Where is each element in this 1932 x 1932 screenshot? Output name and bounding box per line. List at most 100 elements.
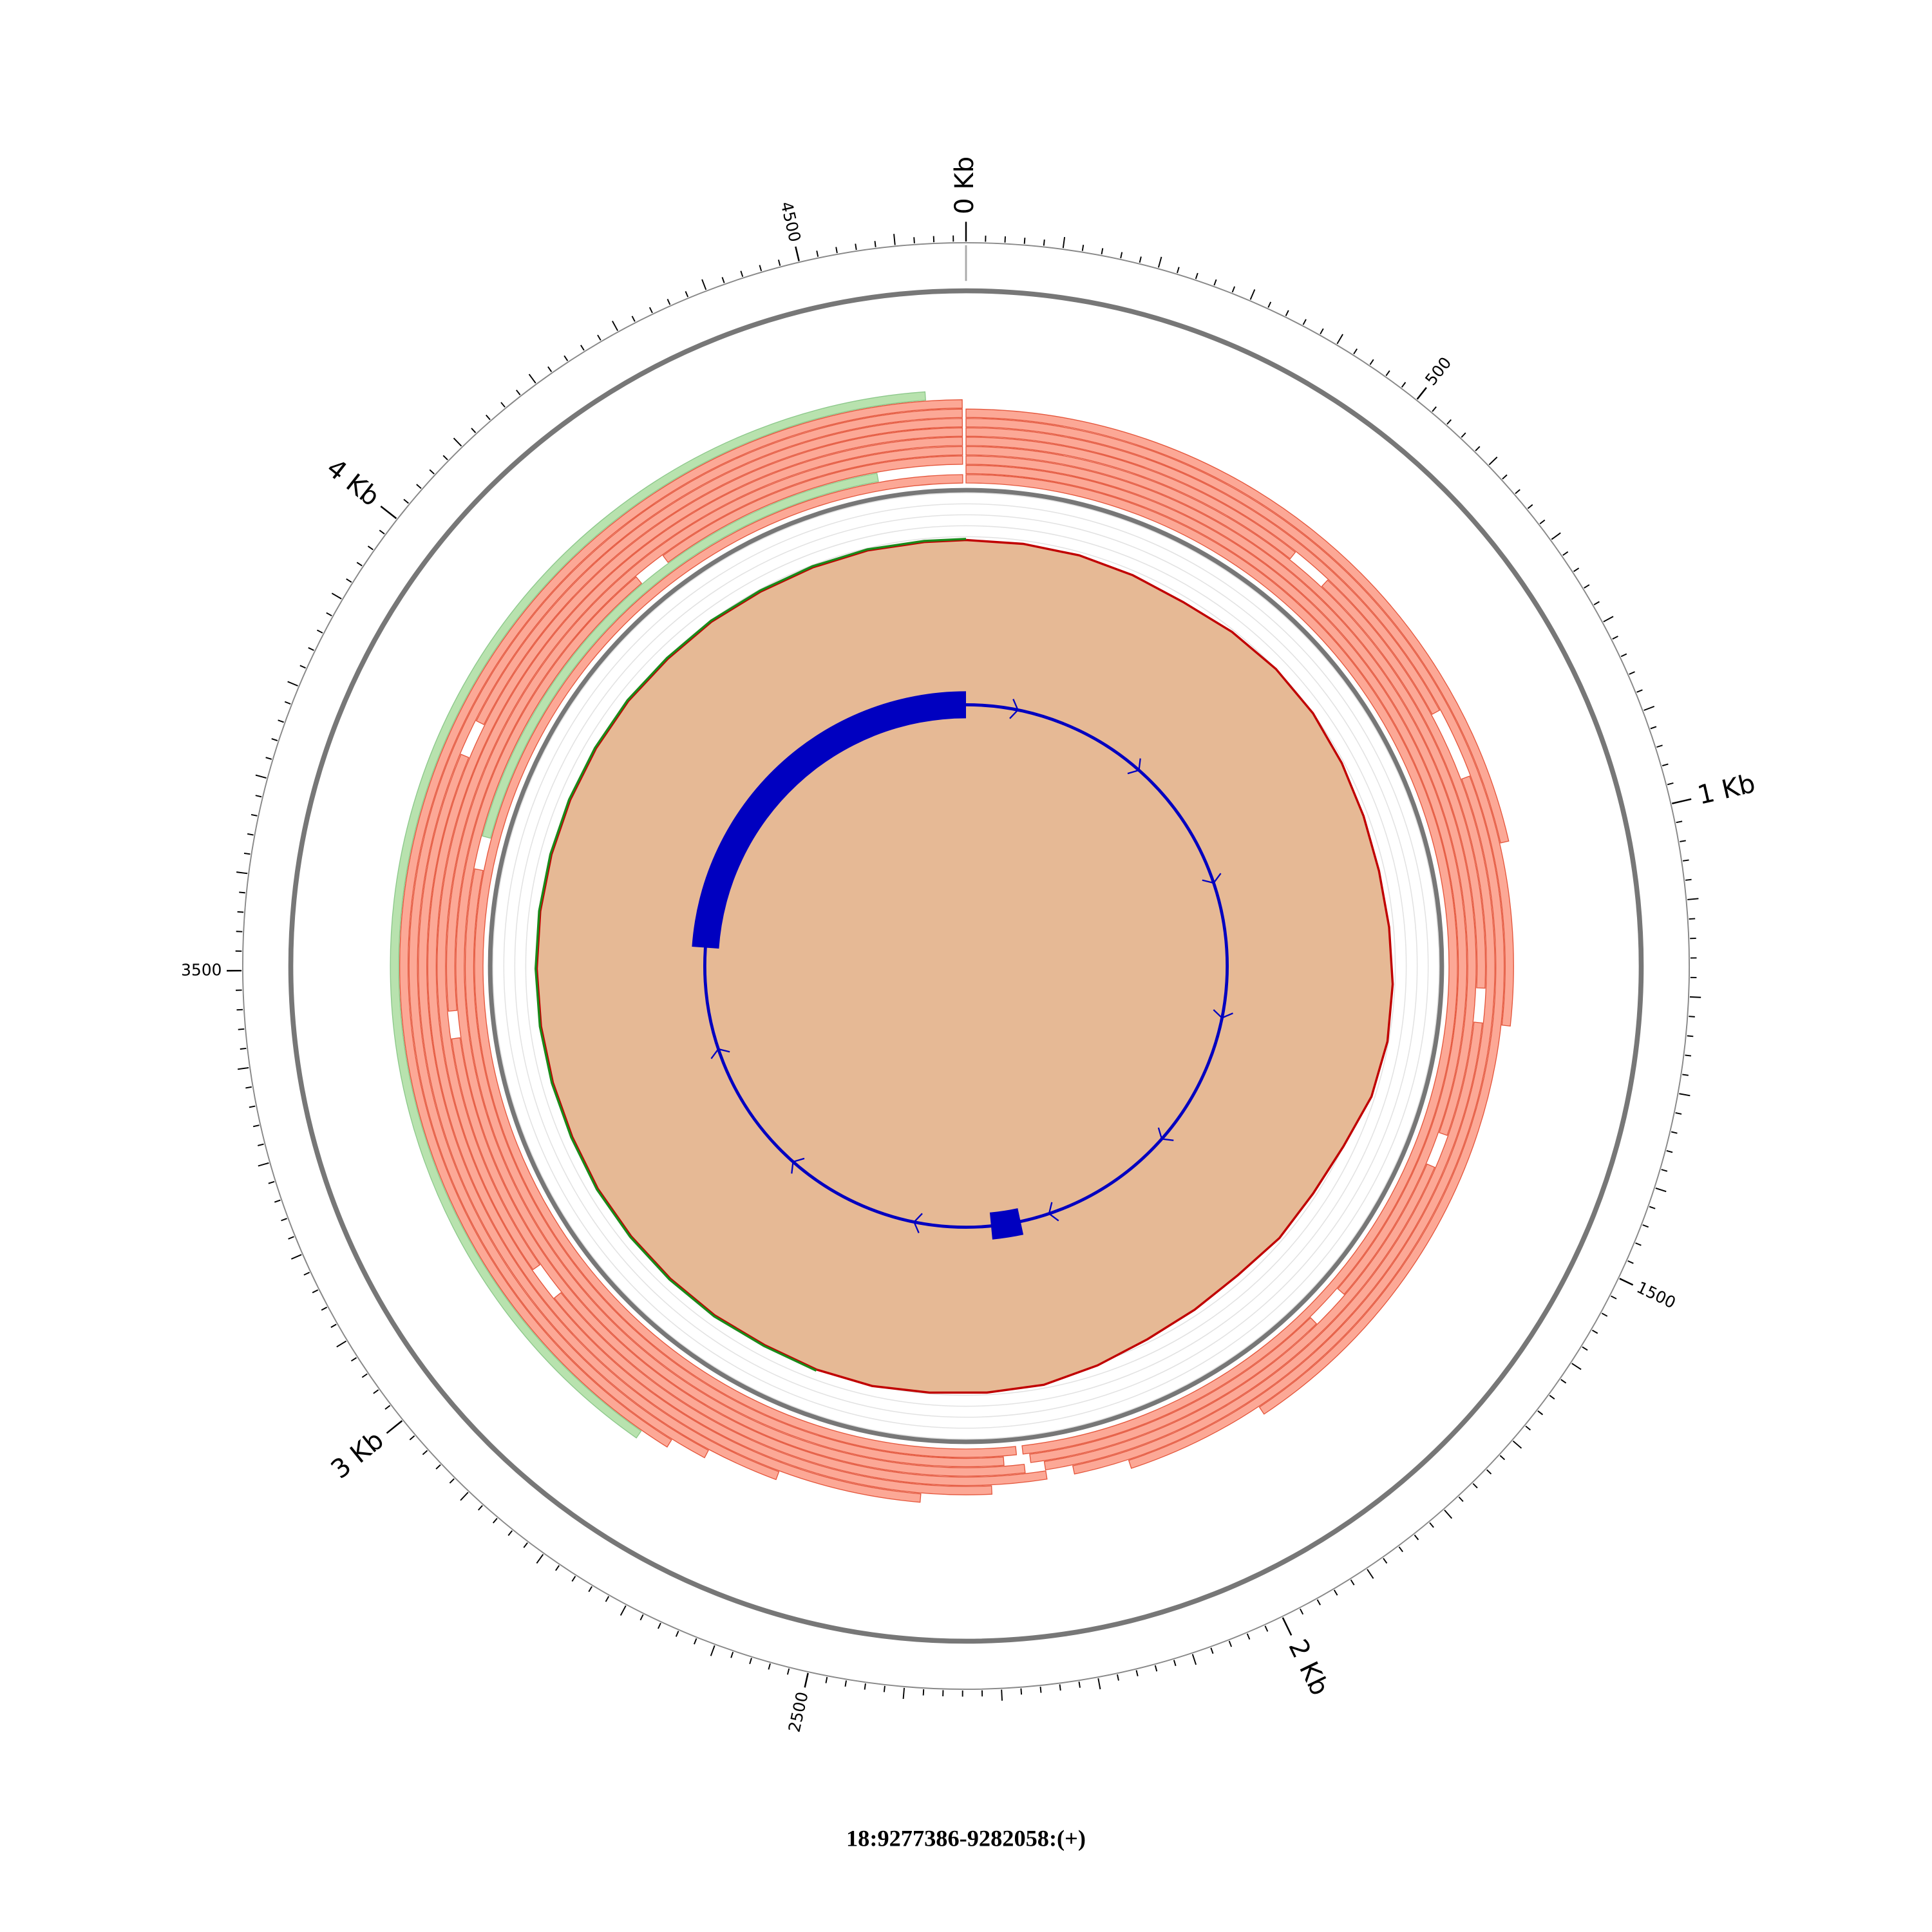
minor-tick: [685, 290, 689, 298]
minor-tick: [249, 1105, 256, 1108]
minor-tick: [1461, 432, 1466, 438]
minor-tick: [816, 251, 819, 257]
minor-tick: [252, 1124, 260, 1128]
minor-tick: [1135, 1670, 1139, 1676]
minor-tick: [639, 1614, 644, 1621]
minor-tick: [1299, 1608, 1304, 1615]
minor-tick: [274, 1199, 281, 1203]
minor-tick: [287, 681, 298, 687]
minor-tick: [1603, 616, 1614, 623]
minor-tick: [1636, 689, 1643, 693]
minor-tick: [1285, 310, 1289, 316]
read: [965, 455, 1477, 1136]
minor-tick: [1635, 1242, 1642, 1246]
minor-tick: [1642, 1224, 1649, 1228]
minor-tick: [1675, 1112, 1682, 1115]
minor-tick: [620, 1605, 627, 1616]
minor-tick: [1666, 1150, 1673, 1153]
minor-tick: [571, 1575, 576, 1582]
minor-tick: [1195, 272, 1198, 279]
minor-tick: [1539, 519, 1546, 525]
tick: [804, 1672, 809, 1688]
minor-tick: [336, 1340, 347, 1348]
read: [482, 473, 879, 839]
minor-tick: [564, 355, 569, 361]
minor-tick: [1213, 279, 1217, 286]
read: [474, 474, 1018, 1458]
minor-tick: [316, 629, 323, 634]
minor-tick: [1662, 763, 1669, 767]
grid-line: [514, 514, 1418, 1418]
minor-tick: [251, 813, 258, 817]
minor-tick: [649, 307, 653, 314]
minor-tick: [883, 1685, 886, 1692]
minor-tick: [258, 1143, 264, 1146]
minor-tick: [312, 1289, 319, 1294]
strand-chevron: [1202, 873, 1222, 884]
minor-tick: [835, 247, 838, 254]
minor-tick: [453, 437, 462, 447]
minor-tick: [379, 529, 385, 535]
minor-tick: [605, 1596, 610, 1602]
minor-tick-label: 500: [1421, 354, 1455, 389]
minor-tick: [1584, 584, 1590, 589]
minor-tick: [730, 1651, 734, 1658]
minor-tick: [631, 316, 636, 322]
major-tick-label: 2 Kb: [1282, 1635, 1334, 1700]
minor-tick: [429, 469, 435, 475]
minor-tick: [271, 738, 278, 741]
minor-tick: [1398, 1546, 1403, 1553]
minor-tick: [1173, 1660, 1177, 1667]
minor-tick: [1679, 1093, 1690, 1097]
minor-tick: [1350, 1579, 1355, 1586]
minor-tick: [749, 1658, 752, 1665]
minor-tick: [1689, 996, 1701, 998]
minor-tick: [1154, 1665, 1158, 1672]
minor-tick: [1667, 782, 1674, 786]
minor-tick: [236, 871, 248, 875]
minor-tick: [1267, 301, 1272, 308]
minor-tick: [409, 1435, 415, 1441]
minor-tick: [777, 260, 781, 266]
minor-tick: [238, 1028, 245, 1030]
minor-tick: [1551, 532, 1561, 540]
read: [451, 1037, 1048, 1486]
minor-tick: [435, 1464, 441, 1470]
minor-tick: [1499, 1455, 1506, 1461]
minor-tick: [759, 265, 762, 272]
read: [1128, 579, 1495, 1469]
minor-tick: [1302, 319, 1307, 325]
minor-tick: [864, 1683, 866, 1690]
read: [437, 437, 963, 1271]
minor-tick: [1333, 1589, 1338, 1596]
major-tick-label: 3 Kb: [326, 1425, 390, 1484]
major-tick-label: 1 Kb: [1695, 769, 1758, 811]
tick: [1416, 387, 1427, 400]
minor-tick: [1059, 1684, 1061, 1691]
minor-tick: [528, 374, 536, 384]
minor-tick: [580, 345, 585, 351]
minor-tick-label: 4500: [777, 200, 804, 243]
minor-tick: [1429, 1522, 1434, 1528]
read: [965, 446, 1486, 989]
minor-tick: [675, 1631, 679, 1637]
minor-tick: [1593, 601, 1600, 605]
minor-tick: [1601, 1312, 1608, 1317]
minor-tick: [893, 234, 896, 245]
minor-tick: [1191, 1654, 1197, 1665]
minor-tick: [460, 1492, 469, 1501]
read: [399, 399, 963, 1448]
tick: [1672, 798, 1692, 804]
coverage-line: [535, 538, 967, 1372]
read: [455, 576, 1026, 1477]
minor-tick: [547, 366, 553, 372]
read: [965, 464, 1468, 1295]
read: [464, 868, 1005, 1468]
minor-tick: [1414, 1534, 1419, 1540]
read: [446, 446, 963, 1012]
minor-tick: [1472, 1482, 1478, 1489]
minor-tick: [330, 1323, 337, 1328]
major-tick-label: 0 Kb: [950, 156, 980, 214]
minor-tick: [1081, 245, 1084, 251]
tick: [795, 246, 800, 261]
